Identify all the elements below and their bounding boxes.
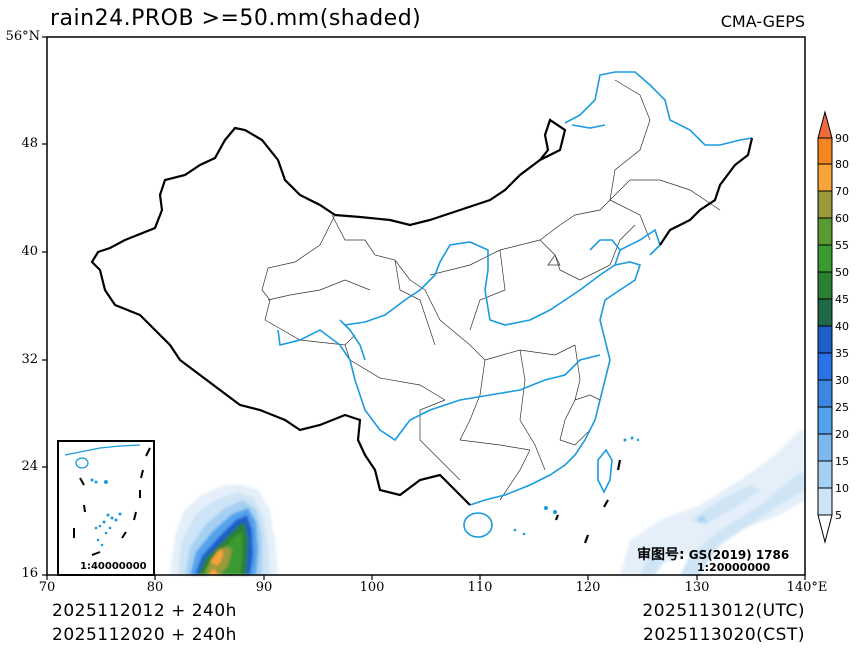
province-boundaries <box>261 79 721 501</box>
y-tick-40: 40 <box>21 244 38 259</box>
colorbar-label-25: 25 <box>835 401 849 414</box>
y-tick-24: 24 <box>21 459 38 474</box>
colorbar-label-30: 30 <box>835 374 849 387</box>
probability-shading-pacific <box>620 430 805 575</box>
axis-ticks <box>42 36 806 580</box>
colorbar-label-15: 15 <box>835 455 849 468</box>
colorbar-label-20: 20 <box>835 428 849 441</box>
colorbar-label-40: 40 <box>835 320 849 333</box>
national-border <box>90 118 754 506</box>
valid-time-utc: 2025113012(UTC) <box>642 601 805 621</box>
approval-code: GS(2019) 1786 <box>688 548 790 562</box>
colorbar-label-90: 90 <box>835 132 849 145</box>
y-tick-32: 32 <box>21 352 38 367</box>
colorbar-label-10: 10 <box>835 482 849 495</box>
colorbar-label-60: 60 <box>835 212 849 225</box>
probability-shading-bay-of-bengal <box>170 484 278 575</box>
init-time-cst: 2025112020 + 240h <box>52 625 237 645</box>
colorbar-label-50: 50 <box>835 266 849 279</box>
colorbar-label-80: 80 <box>835 158 849 171</box>
init-time-utc: 2025112012 + 240h <box>52 601 237 621</box>
x-tick-130: 130 <box>684 580 710 595</box>
main-scale-label: 1:20000000 <box>697 561 771 574</box>
colorbar-label-70: 70 <box>835 185 849 198</box>
x-tick-100: 100 <box>359 580 385 595</box>
rivers-coastline <box>277 71 753 538</box>
maritime-boundary-dashes <box>554 459 622 544</box>
y-tick-56: 56°N <box>5 29 40 44</box>
x-tick-110: 110 <box>467 580 493 595</box>
colorbar <box>817 110 833 544</box>
x-tick-140: 140°E <box>786 580 828 595</box>
colorbar-label-35: 35 <box>835 347 849 360</box>
y-tick-16: 16 <box>21 566 38 581</box>
colorbar-label-45: 45 <box>835 293 849 306</box>
valid-time-cst: 2025113020(CST) <box>643 625 805 645</box>
approval-label: 审图号: <box>637 547 685 563</box>
colorbar-label-5: 5 <box>835 509 842 522</box>
x-tick-80: 80 <box>146 580 164 595</box>
map-approval-number: 审图号: GS(2019) 1786 <box>637 544 789 564</box>
x-tick-120: 120 <box>575 580 601 595</box>
x-tick-70: 70 <box>38 580 56 595</box>
inset-scale-label: 1:40000000 <box>80 561 147 572</box>
colorbar-label-55: 55 <box>835 239 849 252</box>
model-source-label: CMA-GEPS <box>720 12 805 31</box>
inset-south-china-sea <box>57 440 155 576</box>
map-frame <box>46 36 806 576</box>
x-tick-90: 90 <box>255 580 273 595</box>
chart-title: rain24.PROB >=50.mm(shaded) <box>50 6 422 31</box>
islands <box>513 436 640 536</box>
y-tick-48: 48 <box>21 136 38 151</box>
